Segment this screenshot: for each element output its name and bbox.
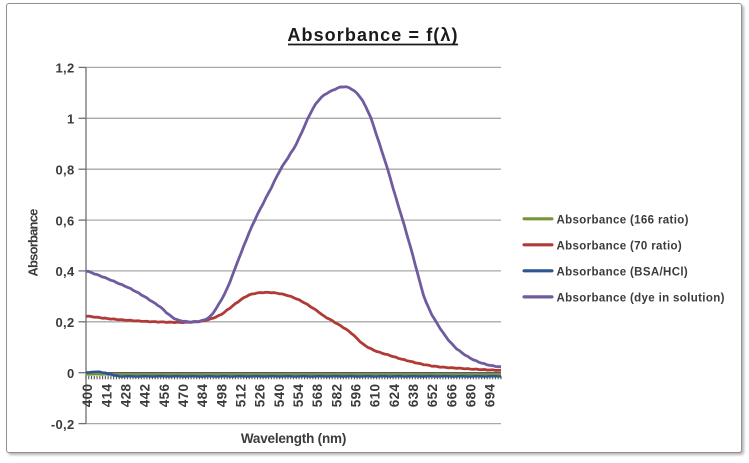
svg-text:Absorbance (BSA/HCl): Absorbance (BSA/HCl) <box>557 266 689 278</box>
svg-text:442: 442 <box>138 384 153 408</box>
svg-text:1,2: 1,2 <box>56 61 75 76</box>
svg-text:610: 610 <box>368 384 383 408</box>
svg-text:0,4: 0,4 <box>56 264 75 279</box>
svg-text:652: 652 <box>425 384 440 408</box>
svg-text:680: 680 <box>463 384 478 408</box>
svg-text:0,6: 0,6 <box>56 213 75 228</box>
svg-text:400: 400 <box>80 384 95 408</box>
svg-text:Absorbance: Absorbance <box>26 209 41 277</box>
svg-text:Absorbance (166 ratio): Absorbance (166 ratio) <box>557 214 689 226</box>
svg-text:428: 428 <box>118 383 133 407</box>
svg-text:582: 582 <box>329 384 344 408</box>
svg-text:456: 456 <box>157 383 172 407</box>
svg-text:568: 568 <box>310 383 325 407</box>
svg-text:414: 414 <box>99 383 114 407</box>
svg-text:1: 1 <box>67 112 75 127</box>
svg-text:470: 470 <box>176 384 191 408</box>
svg-text:512: 512 <box>233 384 248 408</box>
svg-text:-0,2: -0,2 <box>51 417 75 432</box>
svg-text:638: 638 <box>406 383 421 407</box>
svg-text:Absorbance (dye in solution): Absorbance (dye in solution) <box>557 293 725 305</box>
svg-text:666: 666 <box>444 383 459 407</box>
svg-text:694: 694 <box>483 383 498 407</box>
svg-text:0,8: 0,8 <box>56 162 75 177</box>
svg-text:0,2: 0,2 <box>56 315 75 330</box>
svg-text:624: 624 <box>387 383 402 407</box>
svg-text:498: 498 <box>214 383 229 407</box>
svg-text:Absorbance = f(λ): Absorbance = f(λ) <box>287 25 458 45</box>
svg-text:596: 596 <box>348 383 363 407</box>
svg-text:0: 0 <box>67 366 75 381</box>
svg-text:540: 540 <box>272 384 287 408</box>
svg-text:484: 484 <box>195 383 210 407</box>
svg-text:526: 526 <box>253 383 268 407</box>
svg-text:Absorbance (70 ratio): Absorbance (70 ratio) <box>557 240 683 252</box>
svg-text:554: 554 <box>291 383 306 407</box>
svg-text:Wavelength (nm): Wavelength (nm) <box>241 431 346 446</box>
